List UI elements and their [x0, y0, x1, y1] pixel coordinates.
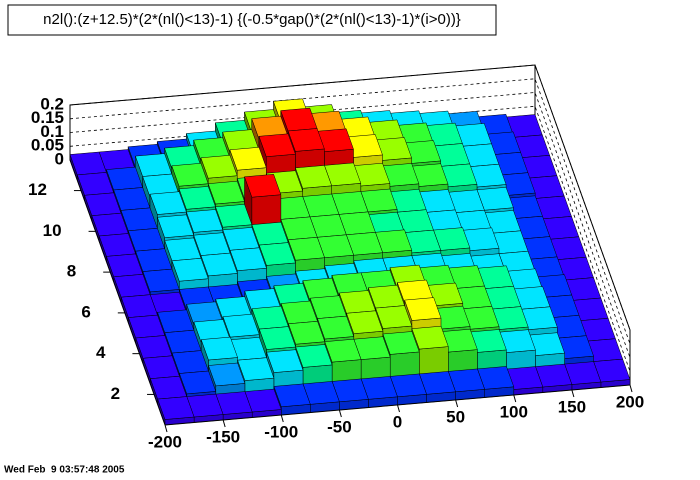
x-tick	[629, 384, 633, 393]
bar-top	[229, 147, 267, 171]
bar-top	[288, 321, 326, 345]
bar-top	[375, 305, 413, 329]
x-tick	[164, 424, 168, 433]
title-box	[7, 4, 497, 36]
x-tick	[397, 404, 400, 413]
bar-top	[186, 209, 224, 233]
bar-top	[200, 252, 238, 277]
grid-line	[69, 64, 631, 331]
bar-top	[258, 242, 296, 266]
x-tick	[513, 394, 517, 403]
bar-top	[273, 383, 311, 408]
bar-top	[157, 214, 195, 238]
grid-line	[69, 78, 631, 344]
bar-top	[208, 362, 246, 387]
x-tick-label: 0	[393, 412, 402, 431]
bar-top	[171, 163, 209, 187]
y-tick-label: 8	[67, 262, 76, 281]
x-tick-label: 200	[616, 392, 644, 411]
y-tick-label: 2	[111, 384, 120, 403]
bar-top	[404, 297, 442, 321]
bar-top	[207, 180, 245, 205]
bar-top	[295, 344, 333, 368]
bar-top	[266, 349, 304, 373]
x-tick	[280, 414, 284, 423]
y-tick-label: 10	[43, 221, 62, 240]
bar-top	[171, 258, 209, 282]
z-tick-label: 0.05	[31, 136, 64, 155]
y-tick-label: 12	[28, 180, 47, 199]
y-axis	[69, 159, 166, 426]
x-tick-label: -150	[206, 427, 240, 446]
x-tick	[222, 419, 226, 428]
bar-top	[258, 133, 296, 157]
bar-top	[178, 186, 216, 210]
bar-top	[215, 204, 253, 228]
y-tick-label: 6	[81, 302, 90, 321]
bar-top	[382, 331, 420, 355]
bar-top	[258, 326, 297, 350]
bar-top	[157, 396, 195, 420]
bar-top	[179, 370, 217, 395]
y-tick-label: 4	[96, 343, 106, 362]
bar-top	[244, 174, 282, 198]
x-tick-label: -50	[327, 417, 352, 436]
bar-top	[200, 155, 238, 179]
x-tick-label: 100	[500, 402, 528, 421]
x-tick	[571, 389, 575, 398]
grid-line	[69, 92, 631, 358]
grid-line	[69, 105, 631, 372]
bar-top	[237, 357, 275, 381]
bar-top	[295, 165, 333, 189]
z-tick-label: 0.15	[31, 108, 64, 127]
bar-top	[142, 268, 180, 293]
x-tick-label: 150	[558, 397, 586, 416]
x-tick-label: -100	[264, 422, 298, 441]
bar-top	[411, 325, 449, 350]
bar-top	[317, 315, 355, 340]
bar-top	[222, 313, 260, 338]
bar-top	[346, 310, 384, 334]
x-tick-label: 50	[446, 407, 465, 426]
bar-top	[229, 247, 267, 271]
bar-top	[287, 128, 325, 152]
bar-top	[287, 237, 325, 261]
bar-top	[200, 336, 238, 361]
z-tick-label: 0.1	[40, 122, 64, 141]
bar-top	[149, 191, 187, 215]
x-tick-label: -200	[148, 432, 182, 451]
x-tick	[338, 409, 342, 418]
z-tick-label: 0	[55, 149, 64, 168]
x-tick	[455, 399, 459, 408]
z-tick-label: 0.2	[40, 94, 64, 113]
timestamp: Wed Feb 9 03:57:48 2005	[4, 465, 125, 476]
bar-top	[324, 338, 362, 363]
chart-title: n2l():(z+12.5)*(2*(nl()<13)-1) {(-0.5*ga…	[43, 11, 461, 28]
